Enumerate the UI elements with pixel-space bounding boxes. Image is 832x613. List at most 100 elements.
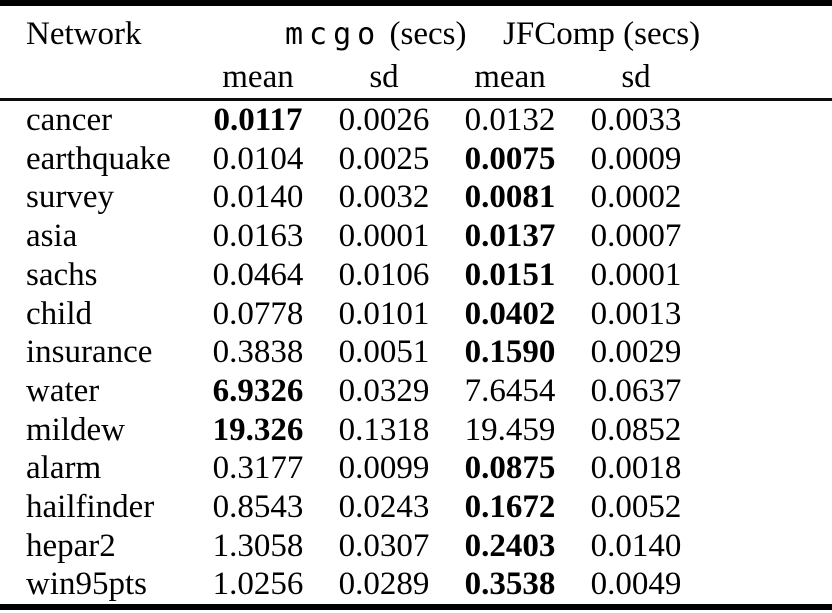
filler-cell <box>699 100 832 140</box>
table-body: cancer 0.0117 0.0026 0.0132 0.0033 earthquake… <box>0 100 832 608</box>
network-cell: survey <box>26 179 114 216</box>
jfcomp-sd-cell: 0.0033 <box>590 102 682 138</box>
jfcomp-sd-cell: 0.0002 <box>590 179 682 216</box>
table-header: Network mcgo (secs) JFComp (secs) mean s… <box>0 3 832 101</box>
jfcomp-mean-cell: 0.1672 <box>464 489 556 526</box>
network-cell: earthquake <box>26 140 171 177</box>
table-row: win95pts 1.0256 0.0289 0.3538 0.0049 <box>0 565 832 607</box>
jfcomp-sd-cell: 0.0052 <box>590 489 682 526</box>
mcgo-sd-cell: 0.0101 <box>338 295 430 332</box>
jfcomp-mean-cell: 0.0137 <box>464 218 556 255</box>
filler-header <box>699 3 832 57</box>
filler-cell <box>699 295 832 334</box>
table-row: mildew 19.326 0.1318 19.459 0.0852 <box>0 411 832 450</box>
jfcomp-mean-cell: 0.0875 <box>464 450 556 487</box>
filler-cell <box>699 372 832 411</box>
network-cell: child <box>26 295 92 332</box>
jfcomp-mean-cell: 0.0075 <box>464 140 556 177</box>
mcgo-mean-cell: 6.9326 <box>212 372 304 409</box>
jfcomp-mean-cell: 7.6454 <box>464 372 556 409</box>
network-cell: cancer <box>26 102 113 138</box>
mcgo-mean-cell: 0.0464 <box>212 256 304 293</box>
table-row: insurance 0.3838 0.0051 0.1590 0.0029 <box>0 333 832 372</box>
jfcomp-sd-cell: 0.0007 <box>590 218 682 255</box>
network-cell: mildew <box>26 411 125 448</box>
table-row: hailfinder 0.8543 0.0243 0.1672 0.0052 <box>0 488 832 527</box>
jfcomp-sd-cell: 0.0001 <box>590 256 682 293</box>
mcgo-sd-cell: 0.0243 <box>338 489 430 526</box>
network-cell: water <box>26 372 100 409</box>
jfcomp-sd-cell: 0.0009 <box>590 140 682 177</box>
mcgo-secs-label: (secs) <box>381 16 467 52</box>
mcgo-sd-cell: 0.0099 <box>338 450 430 487</box>
mcgo-mean-cell: 0.3177 <box>212 450 304 487</box>
network-cell: insurance <box>26 334 153 371</box>
jfcomp-mean-cell: 0.1590 <box>464 334 556 371</box>
jfcomp-mean-cell: 0.0081 <box>464 179 556 216</box>
filler-subheader <box>699 57 832 101</box>
mcgo-mean-cell: 0.8543 <box>212 489 304 526</box>
jfcomp-mean-subheader: mean <box>447 57 573 101</box>
table-row: survey 0.0140 0.0032 0.0081 0.0002 <box>0 178 832 217</box>
jfcomp-sd-cell: 0.0049 <box>590 566 682 603</box>
table-row: cancer 0.0117 0.0026 0.0132 0.0033 <box>0 100 832 140</box>
mcgo-mean-cell: 0.0140 <box>212 179 304 216</box>
jfcomp-sd-cell: 0.0013 <box>590 295 682 332</box>
mcgo-sd-cell: 0.1318 <box>338 411 430 448</box>
group-header-row: Network mcgo (secs) JFComp (secs) <box>0 3 832 57</box>
network-cell: asia <box>26 218 78 255</box>
filler-cell <box>699 527 832 566</box>
jfcomp-sd-cell: 0.0852 <box>590 411 682 448</box>
subheader-row: mean sd mean sd <box>0 57 832 101</box>
jfcomp-group-header: JFComp (secs) <box>503 16 701 52</box>
mcgo-mean-cell: 0.0117 <box>213 102 303 138</box>
jfcomp-mean-cell: 0.0151 <box>464 256 556 293</box>
filler-cell <box>699 217 832 256</box>
mcgo-sd-cell: 0.0329 <box>338 372 430 409</box>
jfcomp-mean-cell: 0.3538 <box>464 566 556 603</box>
mcgo-sd-cell: 0.0106 <box>338 256 430 293</box>
filler-cell <box>699 449 832 488</box>
table-row: hepar2 1.3058 0.0307 0.2403 0.0140 <box>0 527 832 566</box>
jfcomp-sd-cell: 0.0018 <box>590 450 682 487</box>
table-row: sachs 0.0464 0.0106 0.0151 0.0001 <box>0 256 832 295</box>
network-cell: alarm <box>26 450 102 487</box>
network-cell: sachs <box>26 256 98 293</box>
mcgo-mean-cell: 0.3838 <box>212 334 304 371</box>
jfcomp-mean-cell: 0.0132 <box>464 102 556 138</box>
network-cell: win95pts <box>26 566 148 603</box>
mcgo-sd-subheader: sd <box>321 57 447 101</box>
filler-cell <box>699 411 832 450</box>
table-row: asia 0.0163 0.0001 0.0137 0.0007 <box>0 217 832 256</box>
table-row: child 0.0778 0.0101 0.0402 0.0013 <box>0 295 832 334</box>
filler-cell <box>699 256 832 295</box>
mcgo-group-header: mcgo (secs) <box>195 3 466 57</box>
mcgo-sd-cell: 0.0025 <box>338 140 430 177</box>
mcgo-label: mcgo <box>285 17 382 52</box>
mcgo-mean-cell: 0.0778 <box>212 295 304 332</box>
network-column-header: Network <box>26 16 142 52</box>
jfcomp-sd-subheader: sd <box>573 57 699 101</box>
mcgo-sd-cell: 0.0307 <box>338 527 430 564</box>
filler-cell <box>699 333 832 372</box>
jfcomp-sd-cell: 0.0637 <box>590 372 682 409</box>
table-row: water 6.9326 0.0329 7.6454 0.0637 <box>0 372 832 411</box>
mcgo-sd-cell: 0.0001 <box>338 218 430 255</box>
network-cell: hailfinder <box>26 489 155 526</box>
network-subheader-spacer <box>0 57 195 101</box>
filler-cell <box>699 140 832 179</box>
mcgo-mean-cell: 0.0163 <box>212 218 304 255</box>
jfcomp-sd-cell: 0.0140 <box>590 527 682 564</box>
mcgo-sd-cell: 0.0032 <box>338 179 430 216</box>
mcgo-sd-cell: 0.0051 <box>338 334 430 371</box>
mcgo-sd-cell: 0.0026 <box>338 102 430 138</box>
network-cell: hepar2 <box>26 527 116 564</box>
filler-cell <box>699 488 832 527</box>
mcgo-sd-cell: 0.0289 <box>338 566 430 603</box>
jfcomp-mean-cell: 0.2403 <box>464 527 556 564</box>
mcgo-mean-subheader: mean <box>195 57 321 101</box>
jfcomp-sd-cell: 0.0029 <box>590 334 682 371</box>
filler-cell <box>699 178 832 217</box>
